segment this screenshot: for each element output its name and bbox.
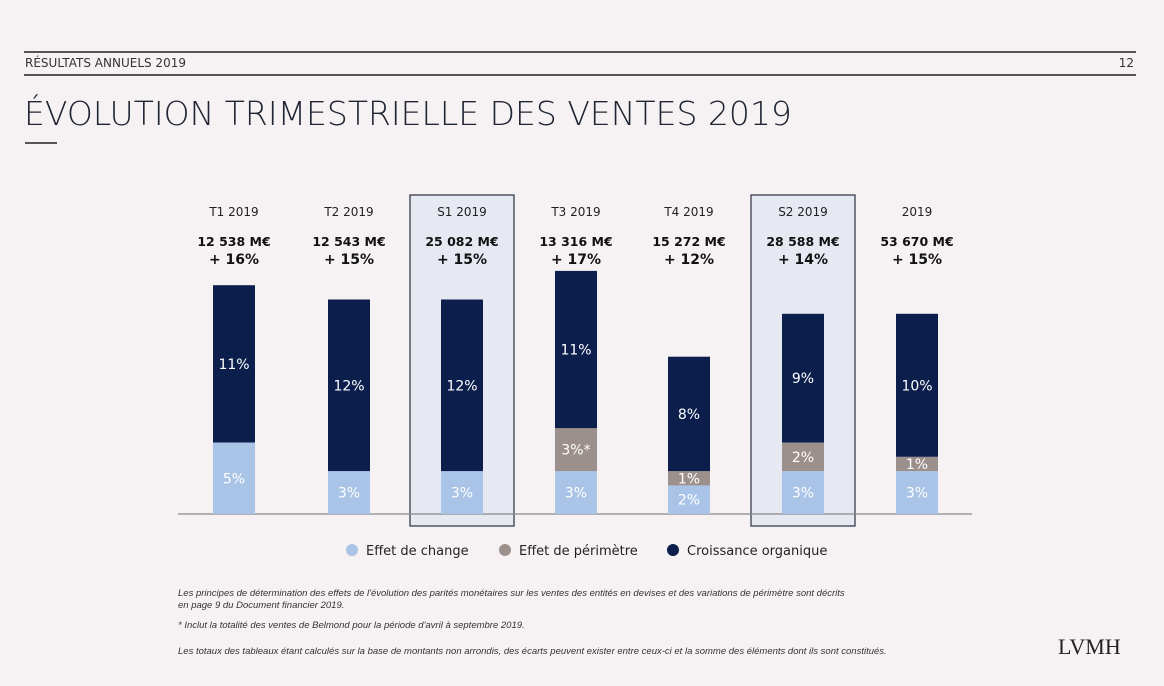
segment-label: 3%* [561, 443, 590, 459]
header-rule-bottom [24, 74, 1136, 76]
category-label: S2 2019 [778, 205, 828, 219]
lvmh-logo: LVMH [1058, 634, 1121, 659]
footnote-1: Les principes de détermination des effet… [178, 588, 845, 599]
bar-segment [782, 471, 824, 514]
category-label: T4 2019 [663, 205, 713, 219]
growth-label: + 17% [551, 252, 601, 268]
legend-label: Effet de périmètre [519, 544, 638, 559]
segment-label: 1% [678, 471, 700, 487]
segment-label: 12% [333, 378, 364, 394]
legend-marker [346, 544, 358, 556]
bar-segment [441, 299, 483, 472]
segment-label: 11% [560, 343, 591, 359]
total-label: 53 670 M€ [880, 234, 953, 249]
segment-label: 3% [906, 486, 928, 502]
legend-label: Effet de change [366, 544, 469, 559]
bar-segment [555, 428, 597, 472]
bar-segment [782, 313, 824, 443]
segment-label: 1% [906, 457, 928, 473]
header-rule-top [24, 51, 1136, 53]
segment-label: 12% [446, 378, 477, 394]
legend-marker [667, 544, 679, 556]
category-label: T1 2019 [208, 205, 258, 219]
bar-segment [668, 356, 710, 472]
bar-segment [555, 471, 597, 514]
bar-segment [328, 299, 370, 472]
growth-label: + 15% [437, 252, 487, 268]
legend-marker [499, 544, 511, 556]
bar-segment [668, 485, 710, 514]
page-number: 12 [1118, 56, 1134, 70]
title-underline [25, 142, 57, 144]
total-label: 25 082 M€ [425, 234, 498, 249]
bar-segment [328, 471, 370, 514]
category-label: S1 2019 [437, 205, 487, 219]
footnote-2: en page 9 du Document financier 2019. [178, 600, 345, 611]
bar-segment [555, 270, 597, 429]
bar-segment [213, 285, 255, 443]
total-label: 28 588 M€ [766, 234, 839, 249]
bar-segment [668, 471, 710, 486]
segment-label: 3% [338, 486, 360, 502]
total-label: 12 538 M€ [197, 234, 270, 249]
segment-label: 11% [218, 357, 249, 373]
segment-label: 3% [792, 486, 814, 502]
category-label: T3 2019 [550, 205, 600, 219]
total-label: 15 272 M€ [652, 234, 725, 249]
growth-label: + 12% [664, 252, 714, 268]
segment-label: 2% [792, 450, 814, 466]
bar-segment [896, 471, 938, 514]
segment-label: 9% [792, 371, 814, 387]
segment-label: 2% [678, 493, 700, 509]
bar-segment [213, 442, 255, 514]
legend-label: Croissance organique [687, 544, 827, 559]
footnote-4: Les totaux des tableaux étant calculés s… [178, 646, 887, 657]
growth-label: + 15% [892, 252, 942, 268]
segment-label: 10% [901, 378, 932, 394]
bar-segment [896, 313, 938, 457]
category-label: T2 2019 [323, 205, 373, 219]
segment-label: 8% [678, 407, 700, 423]
bar-segment [441, 471, 483, 514]
section-label: RÉSULTATS ANNUELS 2019 [25, 56, 186, 70]
growth-label: + 15% [324, 252, 374, 268]
segment-label: 3% [451, 486, 473, 502]
footnote-3: * Inclut la totalité des ventes de Belmo… [178, 620, 525, 631]
category-label: 2019 [902, 205, 933, 219]
growth-label: + 14% [778, 252, 828, 268]
growth-label: + 16% [209, 252, 259, 268]
total-label: 12 543 M€ [312, 234, 385, 249]
bar-segment [896, 456, 938, 472]
page-title: ÉVOLUTION TRIMESTRIELLE DES VENTES 2019 [24, 94, 792, 133]
bar-segment [782, 442, 824, 472]
segment-label: 3% [565, 486, 587, 502]
total-label: 13 316 M€ [539, 234, 612, 249]
segment-label: 5% [223, 471, 245, 487]
